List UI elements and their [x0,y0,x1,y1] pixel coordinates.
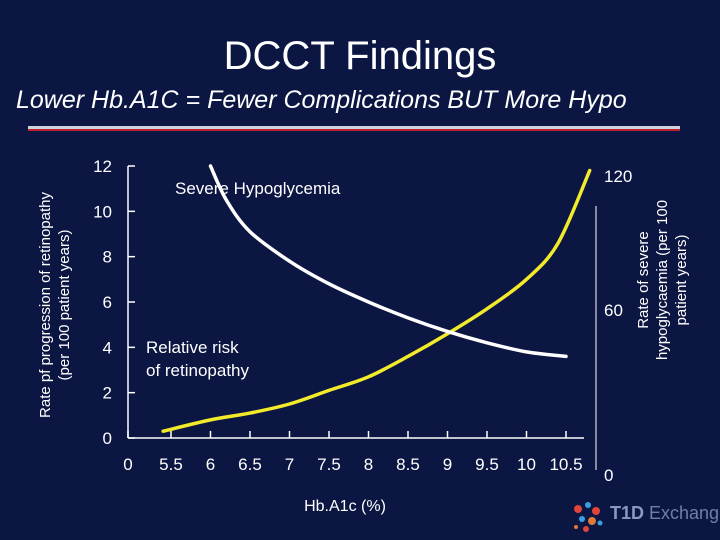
hypoglycemia-curve [208,164,568,359]
retinopathy-curve [161,168,592,433]
x-tick-label: 9.5 [475,455,499,474]
hypoglycemia-annotation: Severe Hypoglycemia [175,179,341,198]
title-divider [28,126,680,131]
retinopathy-annotation-line2: of retinopathy [146,361,250,380]
left-y-tick-label: 8 [103,248,112,267]
x-tick-label: 9 [443,455,452,474]
left-y-tick-label: 0 [103,429,112,448]
slide-title: DCCT Findings [223,34,497,78]
x-tick-label: 0 [123,455,132,474]
left-y-tick-label: 2 [103,384,112,403]
right-y-tick-label: 120 [604,167,632,186]
right-y-axis-title: Rate of severe hypoglycaemia (per 100 pati… [635,200,690,360]
x-tick-label: 10.5 [549,455,582,474]
x-tick-label: 7 [285,455,294,474]
left-y-tick-label: 6 [103,293,112,312]
left-y-axis-title-line: Rate pf progression of retinopathy [37,192,54,418]
right-y-tick-label: 0 [604,466,613,485]
left-y-axis-title-line: (per 100 patient years) [56,230,73,381]
right-y-axis-title-line: patient years) [673,235,690,326]
retinopathy-annotation-line1: Relative risk [146,338,239,357]
x-tick-label: 7.5 [317,455,341,474]
right-y-tick-label: 60 [604,301,623,320]
t1d-exchange-logo: T1D Exchange [570,497,720,537]
x-axis-label: Hb.A1c (%) [304,498,386,515]
right-y-axis-title-line: hypoglycaemia (per 100 [654,200,671,360]
x-tick-label: 6 [206,455,215,474]
right-y-axis-title-text: Rate of severe hypoglycaemia (per 100 pati… [635,200,690,360]
left-y-tick-label: 10 [93,202,112,221]
logo-dots-icon [574,502,603,532]
left-y-tick-label: 4 [103,338,112,357]
left-y-tick-label: 12 [93,157,112,176]
x-tick-label: 5.5 [159,455,183,474]
x-tick-label: 8.5 [396,455,420,474]
slide-subtitle: Lower Hb.A1C = Fewer Complications BUT M… [16,86,627,114]
left-y-axis-title-text: Rate pf progression of retinopathy (per 1… [37,192,73,418]
logo-text: T1D Exchange [610,503,720,523]
right-y-axis-title-line: Rate of severe [635,231,652,329]
left-y-axis-title: Rate pf progression of retinopathy (per 1… [37,192,73,418]
x-tick-label: 10 [517,455,536,474]
x-tick-label: 6.5 [238,455,262,474]
x-tick-label: 8 [364,455,373,474]
